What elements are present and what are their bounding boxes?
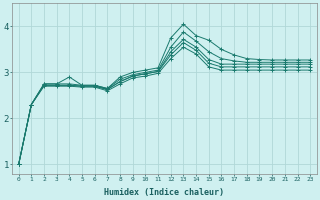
X-axis label: Humidex (Indice chaleur): Humidex (Indice chaleur) <box>104 188 224 197</box>
